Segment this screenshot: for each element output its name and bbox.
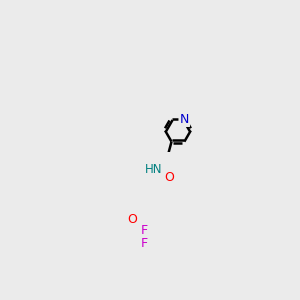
Text: N: N bbox=[180, 113, 189, 126]
Text: HN: HN bbox=[145, 164, 163, 176]
Text: O: O bbox=[128, 213, 137, 226]
Text: F: F bbox=[141, 224, 148, 237]
Text: O: O bbox=[164, 171, 174, 184]
Text: F: F bbox=[141, 237, 148, 250]
Text: N: N bbox=[180, 113, 189, 126]
